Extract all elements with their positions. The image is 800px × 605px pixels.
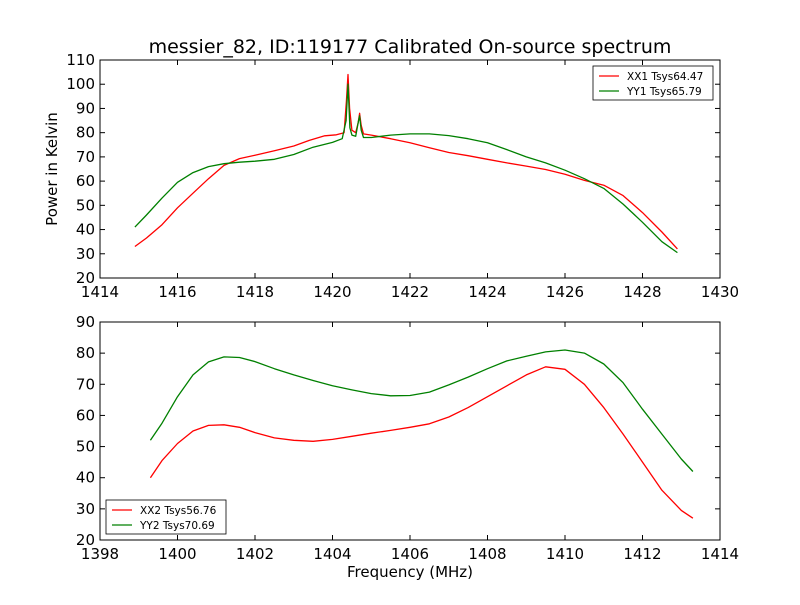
legend-box (105, 499, 227, 535)
y-axis-label: Power in Kelvin (43, 112, 61, 226)
y-tick-label: 70 (76, 375, 95, 393)
x-tick-label: 1426 (546, 283, 584, 301)
x-tick-label: 1404 (313, 545, 351, 563)
x-tick-label: 1408 (468, 545, 506, 563)
x-tick-label: 1412 (623, 545, 661, 563)
y-tick-label: 40 (76, 469, 95, 487)
x-tick-label: 1416 (158, 283, 196, 301)
x-tick-label: 1430 (701, 283, 739, 301)
y-tick-label: 100 (66, 75, 95, 93)
y-tick-label: 50 (76, 196, 95, 214)
y-tick-label: 80 (76, 124, 95, 142)
legend-entry: XX2 Tsys56.76 (140, 505, 217, 517)
x-tick-label: 1400 (158, 545, 196, 563)
bottom-panel: 1398 1400 1402 1404 1406 1408 1410 1412 1414 20 30… (76, 313, 739, 581)
x-tick-label: 1422 (391, 283, 429, 301)
legend: XX2 Tsys56.76 YY2 Tsys70.69 (105, 499, 227, 535)
legend-entry: YY2 Tsys70.69 (139, 520, 215, 532)
series-line-2 (149, 349, 694, 472)
y-tick-label: 60 (76, 172, 95, 190)
y-tick-label: 80 (76, 344, 95, 362)
x-tick-label: 1410 (546, 545, 584, 563)
y-tick-label: 30 (76, 500, 95, 518)
y-tick-label: 40 (76, 221, 95, 239)
series-line-2 (134, 83, 678, 254)
x-tick-label: 1418 (236, 283, 274, 301)
y-tick-label: 60 (76, 406, 95, 424)
x-tick-label: 1424 (468, 283, 506, 301)
top-panel: 1414 1416 1418 1420 1422 1424 1426 1428 1430 20 30… (43, 51, 739, 301)
y-tick-label: 50 (76, 438, 95, 456)
x-tick-label: 1420 (313, 283, 351, 301)
x-axis-label: Frequency (MHz) (347, 563, 473, 581)
x-tick-label: 1406 (391, 545, 429, 563)
x-tick-label: 1428 (623, 283, 661, 301)
y-tick-label: 30 (76, 245, 95, 263)
series-line-1 (149, 366, 694, 519)
y-tick-label: 110 (66, 51, 95, 69)
legend-entry: YY1 Tsys65.79 (626, 86, 702, 98)
x-tick-label: 1414 (701, 545, 739, 563)
x-tick-label: 1414 (81, 283, 119, 301)
legend-box (592, 65, 714, 101)
chart-title: messier_82, ID:119177 Calibrated On-sour… (149, 36, 672, 58)
x-tick-label: 1402 (236, 545, 274, 563)
legend-entry: XX1 Tsys64.47 (627, 71, 703, 83)
legend: XX1 Tsys64.47 YY1 Tsys65.79 (592, 65, 714, 101)
y-tick-label: 90 (76, 99, 95, 117)
y-tick-label: 20 (76, 269, 95, 287)
y-tick-label: 70 (76, 148, 95, 166)
y-tick-label: 90 (76, 313, 95, 331)
y-tick-label: 20 (76, 531, 95, 549)
x-tick-label: 1398 (81, 545, 119, 563)
